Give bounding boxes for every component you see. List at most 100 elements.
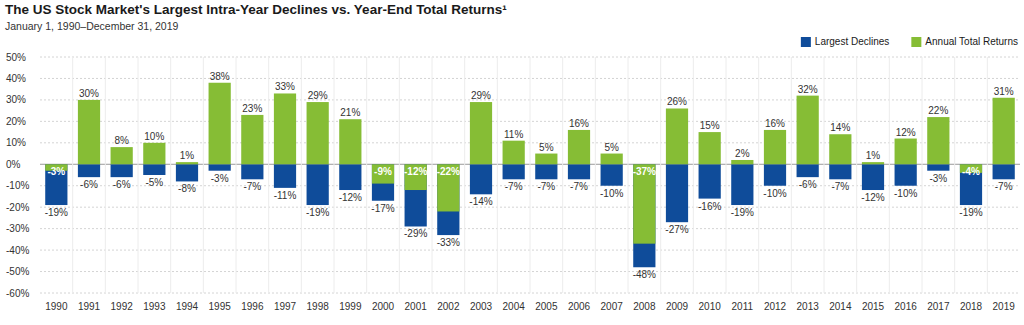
data-label: 22%	[928, 105, 948, 116]
grid	[40, 57, 1020, 293]
data-labels: -19%-6%-6%-5%-8%-3%-7%-11%-19%-12%-17%-2…	[45, 71, 1014, 281]
bar	[829, 164, 851, 179]
x-tick-label: 2012	[764, 301, 787, 312]
bar	[927, 117, 949, 164]
data-label: -3%	[211, 173, 229, 184]
bar	[372, 164, 394, 200]
y-tick-label: 10%	[6, 137, 26, 148]
category-divider	[595, 57, 596, 293]
category-divider	[170, 57, 171, 293]
x-tick-label: 1994	[176, 301, 199, 312]
data-label: 1%	[866, 150, 881, 161]
x-tick-label: 1993	[143, 301, 166, 312]
data-label: 11%	[504, 129, 523, 140]
category-divider	[268, 57, 269, 293]
x-tick-label: 1997	[274, 301, 297, 312]
category-divider	[72, 57, 73, 293]
bar	[176, 164, 198, 181]
data-label: -9%	[374, 166, 392, 177]
category-divider	[889, 57, 890, 293]
data-label: -22%	[437, 166, 460, 177]
bar	[339, 119, 361, 164]
legend-label: Annual Total Returns	[925, 36, 1018, 47]
bar	[437, 164, 459, 235]
x-tick-label: 1998	[307, 301, 330, 312]
legend: Largest DeclinesAnnual Total Returns	[801, 36, 1018, 47]
bar	[176, 162, 198, 164]
legend-swatch	[801, 37, 811, 47]
bar	[862, 164, 884, 190]
bar	[666, 164, 688, 222]
data-label: -11%	[274, 190, 297, 201]
data-label: 21%	[340, 107, 360, 118]
data-label: 12%	[896, 127, 916, 138]
x-tick-label: 2001	[405, 301, 428, 312]
data-label: -12%	[404, 166, 427, 177]
data-label: -17%	[371, 203, 394, 214]
category-divider	[432, 57, 433, 293]
bar	[601, 164, 623, 185]
x-tick-label: 2004	[503, 301, 526, 312]
data-label: 26%	[667, 96, 687, 107]
data-label: -29%	[404, 228, 427, 239]
category-divider	[922, 57, 923, 293]
bar	[633, 164, 655, 267]
data-label: -7%	[570, 181, 588, 192]
data-label: 23%	[242, 103, 262, 114]
data-label: 33%	[275, 81, 295, 92]
data-label: 38%	[210, 71, 230, 82]
x-tick-label: 1991	[78, 301, 101, 312]
bar	[535, 154, 557, 165]
data-label: -6%	[113, 179, 131, 190]
bar	[895, 139, 917, 165]
y-tick-label: 40%	[6, 73, 26, 84]
bar	[993, 164, 1015, 179]
data-label: -12%	[861, 192, 884, 203]
category-divider	[791, 57, 792, 293]
data-label: -3%	[47, 166, 65, 177]
bar	[633, 164, 655, 243]
bar	[666, 108, 688, 164]
data-label: -7%	[243, 181, 261, 192]
bar	[45, 164, 67, 205]
data-label: 5%	[539, 142, 554, 153]
bar	[274, 164, 296, 188]
bar	[143, 143, 165, 164]
data-label: 14%	[830, 122, 850, 133]
data-label: -7%	[537, 181, 555, 192]
x-tick-label: 2017	[927, 301, 950, 312]
bar	[829, 134, 851, 164]
bar	[960, 164, 982, 205]
category-divider	[758, 57, 759, 293]
x-tick-label: 2009	[666, 301, 689, 312]
data-label: -19%	[731, 207, 754, 218]
category-divider	[987, 57, 988, 293]
bar	[568, 164, 590, 179]
bar	[78, 164, 100, 177]
category-divider	[203, 57, 204, 293]
category-divider	[726, 57, 727, 293]
category-divider	[464, 57, 465, 293]
x-tick-label: 2018	[960, 301, 983, 312]
bar	[437, 164, 459, 211]
bar	[797, 96, 819, 165]
y-tick-label: -60%	[6, 288, 29, 299]
data-label: 31%	[994, 86, 1014, 97]
bar	[209, 164, 231, 170]
data-label: 8%	[114, 135, 129, 146]
x-tick-label: 2000	[372, 301, 395, 312]
data-label: -48%	[633, 269, 656, 280]
bar	[470, 164, 492, 194]
data-label: -19%	[306, 207, 329, 218]
category-divider	[497, 57, 498, 293]
bar	[797, 164, 819, 177]
x-tick-label: 2007	[601, 301, 624, 312]
bar	[470, 102, 492, 164]
data-label: 15%	[700, 120, 720, 131]
x-tick-label: 2011	[732, 301, 754, 312]
x-tick-label: 2005	[535, 301, 558, 312]
data-label: 5%	[604, 142, 619, 153]
category-divider	[562, 57, 563, 293]
bar	[241, 164, 263, 179]
data-label: -3%	[929, 173, 947, 184]
